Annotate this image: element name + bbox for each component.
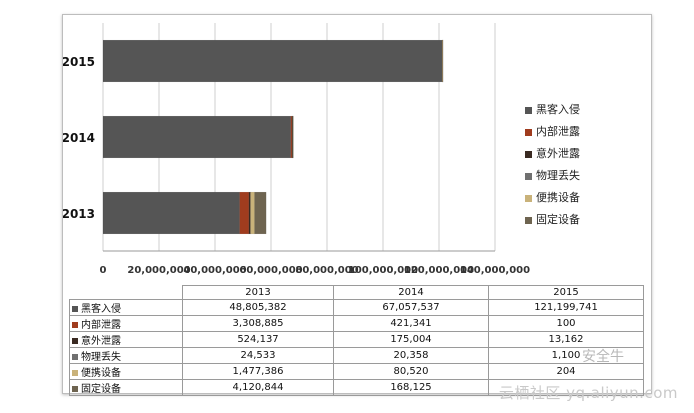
bar-segment [102, 115, 291, 159]
legend-item: 黑客入侵 [525, 99, 580, 121]
row-swatch [72, 306, 78, 312]
y-category-label: 2013 [63, 207, 95, 221]
legend-item: 意外泄露 [525, 143, 580, 165]
legend-label: 物理丢失 [536, 169, 580, 182]
legend-swatch [525, 172, 532, 180]
row-label: 物理丢失 [69, 347, 183, 364]
table-cell: 1,477,386 [182, 363, 334, 380]
table-cell: 3,308,885 [182, 315, 334, 332]
legend-item: 固定设备 [525, 209, 580, 231]
row-swatch [72, 354, 78, 360]
legend-swatch [525, 194, 532, 202]
bar-segment [442, 39, 444, 83]
table-row: 意外泄露 524,137 175,004 13,162 [69, 331, 644, 348]
x-tick-label: 140,000,000 [460, 265, 530, 276]
row-label: 内部泄露 [69, 315, 183, 332]
bar-segment [292, 115, 294, 159]
row-label-text: 意外泄露 [81, 336, 121, 347]
table-cell: 4,120,844 [182, 379, 334, 396]
table-row: 内部泄露 3,308,885 421,341 100 [69, 315, 644, 332]
x-tick-label: 40,000,000 [183, 265, 246, 276]
row-swatch [72, 322, 78, 328]
row-label: 黑客入侵 [69, 299, 183, 316]
table-cell [488, 379, 644, 396]
x-tick-label: 120,000,000 [404, 265, 474, 276]
bar-segment [239, 191, 250, 235]
table-row: 物理丢失 24,533 20,358 1,100 [69, 347, 644, 364]
row-label: 便携设备 [69, 363, 183, 380]
row-swatch [72, 386, 78, 392]
table-row: 便携设备 1,477,386 80,520 204 [69, 363, 644, 380]
bar-segment [102, 191, 240, 235]
brand-watermark: 安全牛 [582, 349, 624, 365]
legend-label: 意外泄露 [536, 147, 580, 160]
table-cell: 20,358 [333, 347, 489, 364]
table-cell: 175,004 [333, 331, 489, 348]
legend-label: 固定设备 [536, 213, 580, 226]
table-row: 黑客入侵 48,805,382 67,057,537 121,199,741 [69, 299, 644, 316]
legend-item: 物理丢失 [525, 165, 580, 187]
table-cell: 168,125 [333, 379, 489, 396]
legend-swatch [525, 216, 532, 224]
table-header-2015: 2015 [488, 285, 644, 300]
x-tick-label: 80,000,000 [295, 265, 358, 276]
table-cell: 80,520 [333, 363, 489, 380]
bar-segment [250, 191, 255, 235]
legend-swatch [525, 106, 532, 114]
legend-swatch [525, 128, 532, 136]
stacked-bar-chart: 0 20,000,00040,000,00060,000,00080,000,00… [63, 23, 530, 276]
table-cell: 100 [488, 315, 644, 332]
row-label: 意外泄露 [69, 331, 183, 348]
row-label-text: 固定设备 [81, 384, 121, 395]
table-row: 固定设备 4,120,844 168,125 [69, 379, 644, 396]
bar-segment [248, 191, 251, 235]
legend-item: 内部泄露 [525, 121, 580, 143]
table-cell: 67,057,537 [333, 299, 489, 316]
y-category-label: 2014 [63, 131, 95, 145]
table-header-2014: 2014 [333, 285, 489, 300]
table-cell: 24,533 [182, 347, 334, 364]
bar-segment [254, 191, 267, 235]
legend-label: 黑客入侵 [536, 103, 580, 116]
x-tick-label: 100,000,000 [348, 265, 418, 276]
row-label-text: 内部泄露 [81, 320, 121, 331]
table-cell: 421,341 [333, 315, 489, 332]
x-tick-label: 0 [100, 265, 107, 276]
x-tick-label: 60,000,000 [239, 265, 302, 276]
row-swatch [72, 370, 78, 376]
data-table: 2013 2014 2015 黑客入侵 48,805,382 67,057,537 1… [69, 285, 644, 396]
table-cell: 48,805,382 [182, 299, 334, 316]
table-cell: 524,137 [182, 331, 334, 348]
legend-swatch [525, 150, 532, 158]
x-tick-label: 20,000,000 [127, 265, 190, 276]
table-header-2013: 2013 [182, 285, 334, 300]
row-label-text: 黑客入侵 [81, 304, 121, 315]
y-category-label: 2015 [63, 55, 95, 69]
legend-item: 便携设备 [525, 187, 580, 209]
table-cell: 121,199,741 [488, 299, 644, 316]
row-label-text: 物理丢失 [81, 352, 121, 363]
row-label: 固定设备 [69, 379, 183, 396]
legend-label: 便携设备 [536, 191, 580, 204]
bar-segment [102, 39, 443, 83]
row-swatch [72, 338, 78, 344]
legend-label: 内部泄露 [536, 125, 580, 138]
chart-legend: 黑客入侵内部泄露意外泄露物理丢失便携设备固定设备 [525, 99, 580, 231]
row-label-text: 便携设备 [81, 368, 121, 379]
table-header-row: 2013 2014 2015 [70, 285, 644, 300]
site-watermark: 云栖社区 yq.aliyun.com [498, 384, 678, 402]
